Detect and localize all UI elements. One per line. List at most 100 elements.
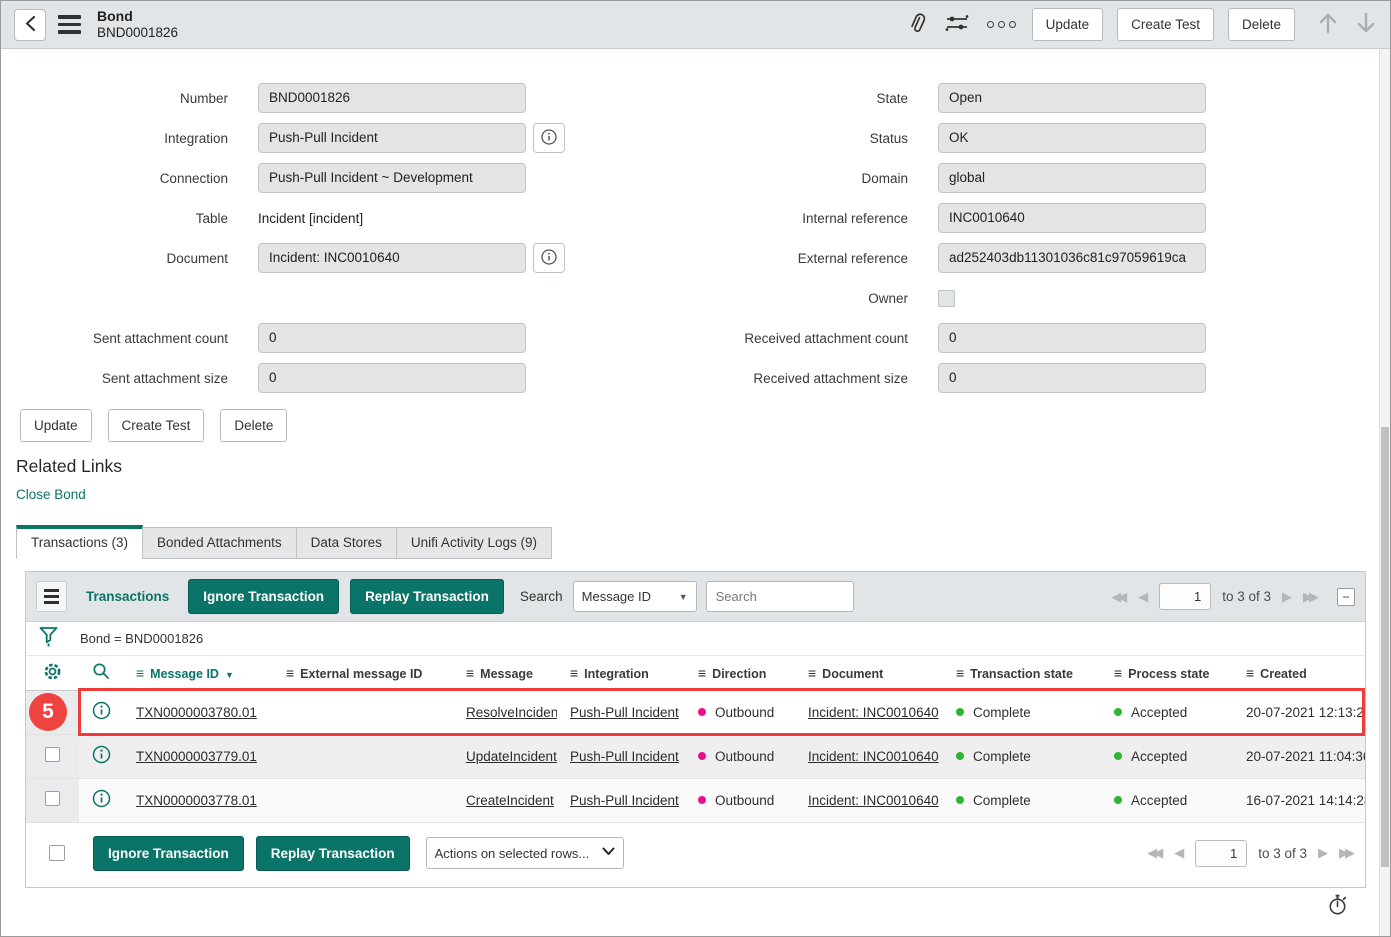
first-page-icon[interactable]: ◀◀: [1147, 845, 1163, 861]
message-id-link[interactable]: TXN0000003779.01: [136, 749, 257, 764]
message-link[interactable]: ResolveIncident: [466, 705, 557, 720]
row-checkbox[interactable]: [45, 791, 60, 806]
column-header-direction[interactable]: ≡Direction: [685, 656, 795, 690]
row-select-cell[interactable]: [26, 734, 79, 778]
list-context-menu-button[interactable]: [36, 581, 67, 612]
scrollbar-thumb[interactable]: [1381, 427, 1389, 867]
column-menu-icon[interactable]: ≡: [956, 665, 964, 681]
column-menu-icon[interactable]: ≡: [136, 665, 144, 681]
search-rows-header[interactable]: [79, 656, 123, 690]
tab-bonded-attachments[interactable]: Bonded Attachments: [142, 527, 297, 559]
tab-data-stores[interactable]: Data Stores: [296, 527, 397, 559]
integration-link[interactable]: Push-Pull Incident: [570, 749, 679, 764]
column-menu-icon[interactable]: ≡: [466, 665, 474, 681]
personalize-columns-header[interactable]: [26, 656, 79, 690]
column-menu-icon[interactable]: ≡: [286, 665, 294, 681]
document-link[interactable]: Incident: INC0010640: [808, 749, 939, 764]
column-menu-icon[interactable]: ≡: [570, 665, 578, 681]
delete-button-bottom[interactable]: Delete: [220, 409, 287, 442]
integration-link[interactable]: Push-Pull Incident: [570, 793, 679, 808]
column-menu-icon[interactable]: ≡: [1114, 665, 1122, 681]
tab-unifi-activity-logs[interactable]: Unifi Activity Logs (9): [396, 527, 552, 559]
column-header-document[interactable]: ≡Document: [795, 656, 943, 690]
column-header-process-state[interactable]: ≡Process state: [1101, 656, 1233, 690]
row-info-cell[interactable]: [79, 778, 123, 822]
sent-attachment-size-field[interactable]: 0: [258, 363, 526, 393]
replay-transaction-button[interactable]: Replay Transaction: [350, 579, 504, 614]
create-test-button[interactable]: Create Test: [1117, 8, 1214, 41]
filter-condition[interactable]: Bond = BND0001826: [80, 631, 203, 646]
column-menu-icon[interactable]: ≡: [698, 665, 706, 681]
column-menu-icon[interactable]: ≡: [1246, 665, 1254, 681]
collapse-list-button[interactable]: −: [1337, 588, 1355, 606]
message-link[interactable]: CreateIncident: [466, 793, 554, 808]
received-attachment-count-field[interactable]: 0: [938, 323, 1206, 353]
select-all-checkbox[interactable]: [49, 845, 65, 861]
row-info-cell[interactable]: [79, 734, 123, 778]
row-info-cell[interactable]: [79, 690, 123, 734]
update-button[interactable]: Update: [1032, 8, 1104, 41]
update-button-bottom[interactable]: Update: [20, 409, 92, 442]
list-title-link[interactable]: Transactions: [86, 589, 169, 604]
tab-transactions[interactable]: Transactions (3): [16, 525, 143, 559]
integration-preview-button[interactable]: [533, 123, 565, 153]
number-field[interactable]: BND0001826: [258, 83, 526, 113]
create-test-button-bottom[interactable]: Create Test: [108, 409, 205, 442]
document-link[interactable]: Incident: INC0010640: [808, 793, 939, 808]
status-field[interactable]: OK: [938, 123, 1206, 153]
actions-on-selected-rows-select[interactable]: Actions on selected rows...: [426, 837, 624, 869]
next-page-icon[interactable]: ▶: [1318, 845, 1328, 861]
column-header-integration[interactable]: ≡Integration: [557, 656, 685, 690]
message-id-link[interactable]: TXN0000003778.01: [136, 793, 257, 808]
funnel-icon[interactable]: [38, 625, 59, 652]
document-preview-button[interactable]: [533, 243, 565, 273]
message-id-link[interactable]: TXN0000003780.01: [136, 705, 257, 720]
back-button[interactable]: [14, 9, 46, 41]
document-field[interactable]: Incident: INC0010640: [258, 243, 526, 273]
form-context-menu-icon[interactable]: [58, 15, 81, 34]
vertical-scrollbar[interactable]: [1379, 49, 1390, 936]
column-header-transaction-state[interactable]: ≡Transaction state: [943, 656, 1101, 690]
ignore-transaction-button-bottom[interactable]: Ignore Transaction: [93, 836, 244, 871]
ignore-transaction-button[interactable]: Ignore Transaction: [188, 579, 339, 614]
close-bond-link[interactable]: Close Bond: [16, 487, 86, 502]
column-header-created[interactable]: ≡Created: [1233, 656, 1365, 690]
next-page-icon[interactable]: ▶: [1282, 589, 1292, 605]
state-field[interactable]: Open: [938, 83, 1206, 113]
delete-button[interactable]: Delete: [1228, 8, 1295, 41]
row-select-cell[interactable]: [26, 778, 79, 822]
received-attachment-size-field[interactable]: 0: [938, 363, 1206, 393]
column-menu-icon[interactable]: ≡: [808, 665, 816, 681]
document-link[interactable]: Incident: INC0010640: [808, 705, 939, 720]
owner-field[interactable]: [938, 290, 955, 307]
response-time-button[interactable]: [1328, 894, 1348, 919]
attachment-button[interactable]: [903, 10, 929, 39]
personalize-form-button[interactable]: [943, 10, 971, 39]
previous-page-icon[interactable]: ◀: [1138, 589, 1148, 605]
page-number-input[interactable]: [1195, 840, 1247, 867]
search-column-select[interactable]: Message ID ▼: [573, 581, 697, 612]
list-search-input[interactable]: [706, 581, 854, 612]
page-number-input[interactable]: [1159, 583, 1211, 610]
last-page-icon[interactable]: ▶▶: [1303, 589, 1319, 605]
replay-transaction-button-bottom[interactable]: Replay Transaction: [256, 836, 410, 871]
connection-field[interactable]: Push-Pull Incident ~ Development: [258, 163, 526, 193]
column-header-message-id[interactable]: ≡Message ID▼: [123, 656, 273, 690]
column-header-message[interactable]: ≡Message: [453, 656, 557, 690]
first-page-icon[interactable]: ◀◀: [1111, 589, 1127, 605]
previous-page-icon[interactable]: ◀: [1174, 845, 1184, 861]
last-page-icon[interactable]: ▶▶: [1339, 845, 1355, 861]
integration-field[interactable]: Push-Pull Incident: [258, 123, 526, 153]
previous-record-icon[interactable]: [1317, 11, 1339, 38]
next-record-icon[interactable]: [1355, 11, 1377, 38]
integration-link[interactable]: Push-Pull Incident: [570, 705, 679, 720]
row-checkbox[interactable]: [45, 747, 60, 762]
external-reference-field[interactable]: ad252403db11301036c81c97059619ca: [938, 243, 1206, 273]
internal-reference-field[interactable]: INC0010640: [938, 203, 1206, 233]
sent-attachment-count-field[interactable]: 0: [258, 323, 526, 353]
column-header-external-message-id[interactable]: ≡External message ID: [273, 656, 453, 690]
info-icon: [541, 249, 557, 268]
more-options-button[interactable]: [985, 19, 1018, 30]
message-link[interactable]: UpdateIncident: [466, 749, 557, 764]
domain-field[interactable]: global: [938, 163, 1206, 193]
